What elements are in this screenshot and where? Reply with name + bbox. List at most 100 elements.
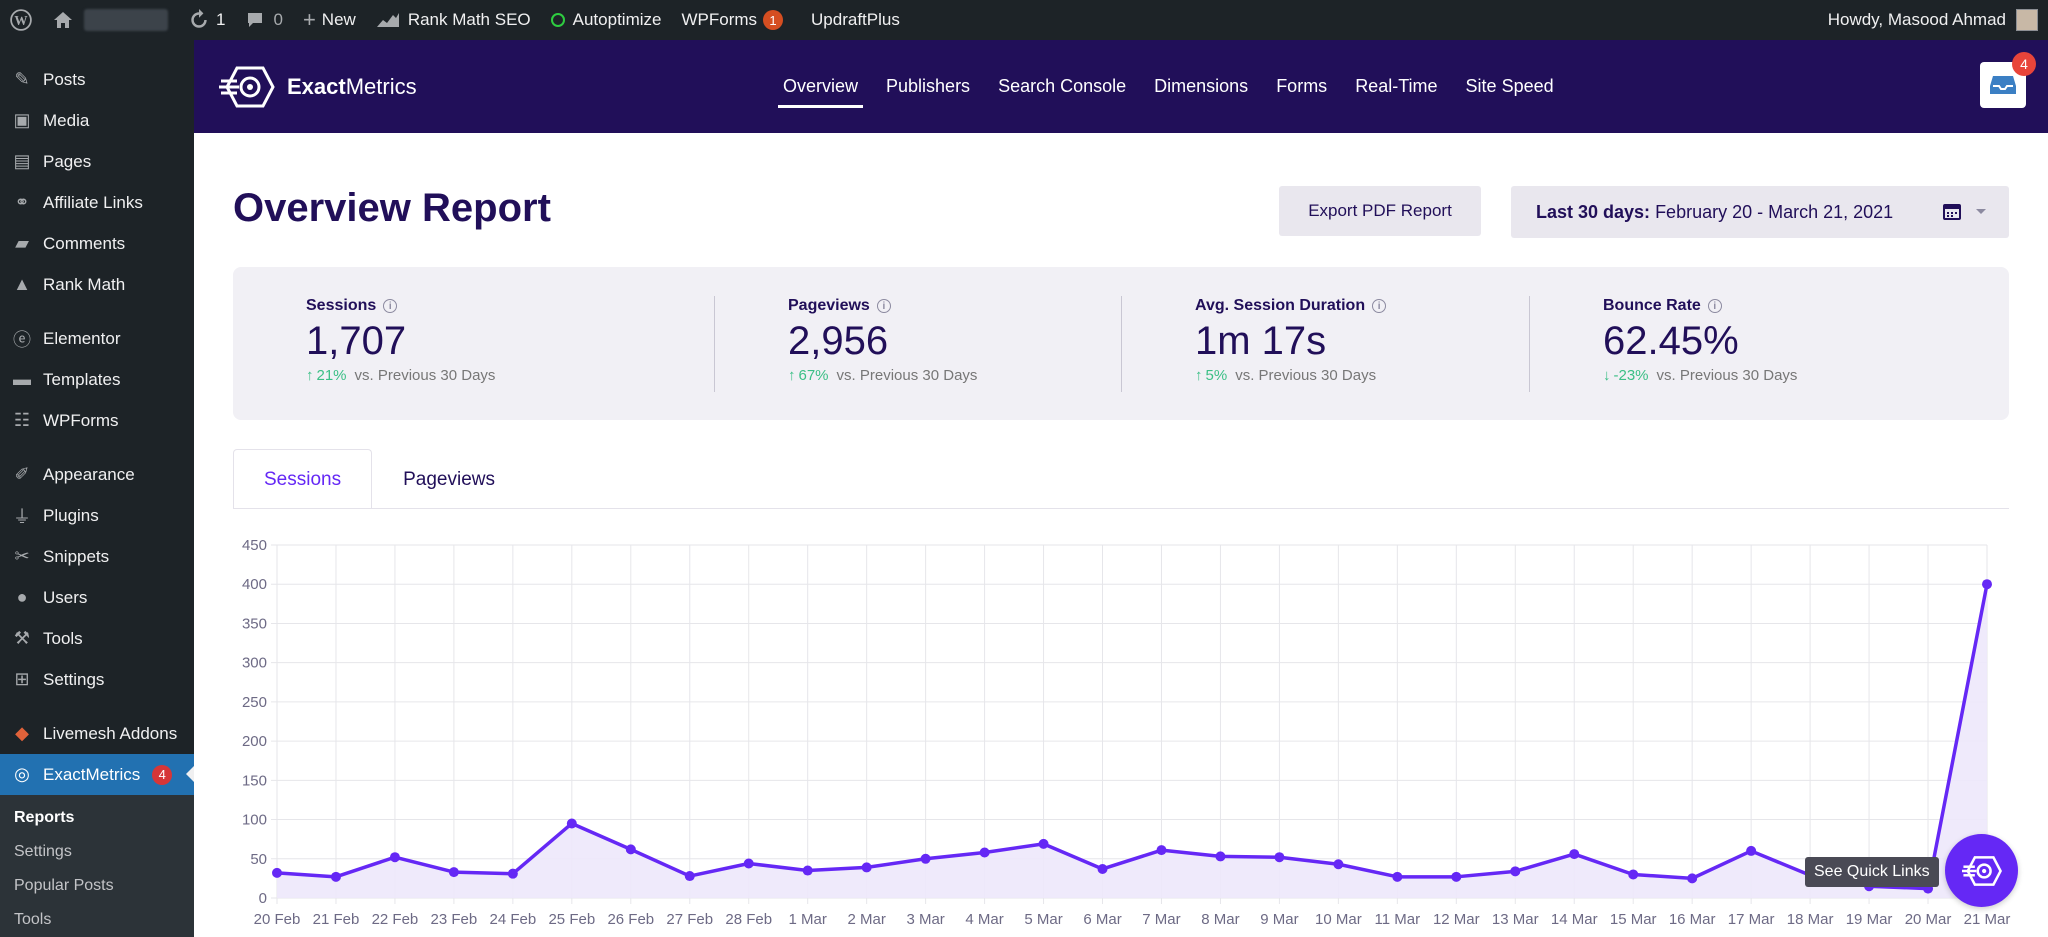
quick-links-tooltip: See Quick Links <box>1805 857 1939 887</box>
kpi-change: 21% <box>316 367 347 384</box>
y-tick-label: 0 <box>259 890 267 907</box>
kpi-bounce-rate: Bounce Rate i 62.45% ↓ -23% vs. Previous 30… <box>1603 297 1797 384</box>
data-point <box>1097 863 1108 874</box>
chart-tabs: Sessions Pageviews <box>233 449 526 509</box>
series-line <box>276 583 1989 891</box>
data-point <box>1569 849 1580 860</box>
rankmath-seo-link[interactable]: Rank Math SEO <box>366 0 541 40</box>
sidebar-item-affiliate-links[interactable]: ⚭ Affiliate Links <box>0 182 194 223</box>
greeting-text: Howdy, Masood Ahmad <box>1827 10 2006 29</box>
x-tick-label: 6 Mar <box>1083 911 1121 928</box>
sidebar-item-plugins[interactable]: ⏚ Plugins <box>0 495 194 536</box>
tab-dimensions[interactable]: Dimensions <box>1154 76 1249 96</box>
account-menu[interactable]: Howdy, Masood Ahmad <box>1818 0 2048 40</box>
data-point <box>1038 838 1049 849</box>
tab-forms[interactable]: Forms <box>1276 76 1328 96</box>
tab-overview[interactable]: Overview <box>777 40 864 133</box>
scissors-icon: ✂ <box>14 546 30 566</box>
comment-icon <box>248 13 263 27</box>
sidebar-item-tools[interactable]: ⚒ Tools <box>0 618 194 659</box>
submenu-reports[interactable]: Reports <box>14 809 75 826</box>
x-tick-label: 4 Mar <box>965 911 1003 928</box>
sidebar-item-users[interactable]: ● Users <box>0 577 194 618</box>
y-tick-label: 200 <box>242 733 267 750</box>
x-tick-label: 5 Mar <box>1024 911 1062 928</box>
info-icon[interactable]: i <box>383 299 398 313</box>
tab-pageviews[interactable]: Pageviews <box>403 468 495 490</box>
x-tick-label: 8 Mar <box>1201 911 1239 928</box>
notifications-button[interactable]: 4 <box>1980 52 2036 108</box>
site-home-link[interactable] <box>42 0 178 40</box>
sidebar-item-appearance[interactable]: ✐ Appearance <box>0 454 194 495</box>
updates-link[interactable]: 1 <box>178 0 235 40</box>
sidebar-item-posts[interactable]: ✎ Posts <box>0 59 194 100</box>
sidebar-item-label: Settings <box>43 669 105 689</box>
sidebar-item-label: Media <box>43 110 90 130</box>
notifications-badge: 4 <box>2012 52 2036 76</box>
sidebar-item-pages[interactable]: ▤ Pages <box>0 141 194 182</box>
media-icon: ▣ <box>13 110 31 130</box>
quick-links-button[interactable] <box>1945 834 2018 907</box>
x-tick-label: 7 Mar <box>1142 911 1180 928</box>
tab-site-speed[interactable]: Site Speed <box>1465 76 1554 96</box>
info-icon[interactable]: i <box>1707 299 1722 313</box>
sidebar-item-media[interactable]: ▣ Media <box>0 100 194 141</box>
submenu-popular-posts[interactable]: Popular Posts <box>14 877 114 894</box>
plug-icon: ⏚ <box>13 506 31 527</box>
sidebar-item-label: Templates <box>43 369 121 389</box>
date-range-picker[interactable]: Last 30 days: February 20 - March 21, 20… <box>1511 186 2009 238</box>
sidebar-item-rank-math[interactable]: ▲ Rank Math <box>0 264 194 305</box>
arrow-up-icon: ↑ <box>788 367 796 384</box>
autoptimize-link[interactable]: Autoptimize <box>541 0 672 40</box>
export-pdf-button[interactable]: Export PDF Report <box>1279 186 1481 236</box>
tab-publishers[interactable]: Publishers <box>886 76 971 96</box>
data-point <box>272 867 282 878</box>
sidebar-item-label: Elementor <box>43 328 121 348</box>
comments-link[interactable]: 0 <box>235 0 292 40</box>
kpi-label: Avg. Session Duration <box>1195 297 1366 314</box>
kpi-avg-session-duration: Avg. Session Duration i 1m 17s ↑ 5% vs. Pre… <box>1195 297 1387 384</box>
y-tick-label: 400 <box>242 576 267 593</box>
submenu-tools[interactable]: Tools <box>14 911 52 928</box>
data-point <box>684 871 695 882</box>
sidebar-item-label: ExactMetrics <box>43 764 141 784</box>
tab-real-time[interactable]: Real-Time <box>1355 76 1438 96</box>
user-icon: ● <box>16 587 28 607</box>
sidebar-item-templates[interactable]: ▬ Templates <box>0 359 194 400</box>
wpforms-link[interactable]: WPForms 1 <box>671 0 793 40</box>
x-tick-label: 26 Feb <box>607 911 654 928</box>
x-tick-label: 19 Mar <box>1846 911 1893 928</box>
x-tick-label: 17 Mar <box>1728 911 1775 928</box>
sidebar-item-wpforms[interactable]: ☷ WPForms <box>0 400 194 441</box>
sidebar-item-comments[interactable]: ▰ Comments <box>0 223 194 264</box>
x-tick-label: 18 Mar <box>1787 911 1834 928</box>
updraftplus-link[interactable]: UpdraftPlus <box>801 0 910 40</box>
kpi-label: Bounce Rate <box>1603 297 1701 314</box>
kpi-change: -23% <box>1613 367 1649 384</box>
x-tick-label: 1 Mar <box>789 911 827 928</box>
pin-icon: ✎ <box>14 69 30 89</box>
x-tick-label: 20 Mar <box>1905 911 1952 928</box>
x-tick-label: 3 Mar <box>906 911 944 928</box>
tab-sessions[interactable]: Sessions <box>233 449 373 509</box>
data-point <box>743 858 754 869</box>
comments-count: 0 <box>273 10 283 29</box>
chevron-down-icon <box>1976 209 1986 219</box>
sidebar-item-label: Posts <box>43 69 86 89</box>
sidebar-item-livemesh-addons[interactable]: ◆ Livemesh Addons <box>0 713 194 754</box>
exactmetrics-logo: ExactMetrics <box>219 64 417 110</box>
tab-search-console[interactable]: Search Console <box>998 76 1127 96</box>
sidebar-item-snippets[interactable]: ✂ Snippets <box>0 536 194 577</box>
kpi-summary: Sessions i 1,707 ↑ 21% vs. Previous 30 Days… <box>233 267 2009 420</box>
wordpress-logo-icon[interactable]: W <box>0 0 42 40</box>
sidebar-item-settings[interactable]: ⊞ Settings <box>0 659 194 700</box>
info-icon[interactable]: i <box>1372 299 1387 313</box>
sidebar-item-exactmetrics[interactable]: ◎ ExactMetrics 4 <box>0 754 194 795</box>
submenu-settings[interactable]: Settings <box>14 843 72 860</box>
inbox-icon <box>1990 76 2016 94</box>
data-point <box>1156 845 1167 856</box>
info-icon[interactable]: i <box>876 299 891 313</box>
new-content-link[interactable]: + New <box>293 0 366 40</box>
sidebar-item-elementor[interactable]: ⓔ Elementor <box>0 318 194 359</box>
data-point <box>802 865 813 876</box>
